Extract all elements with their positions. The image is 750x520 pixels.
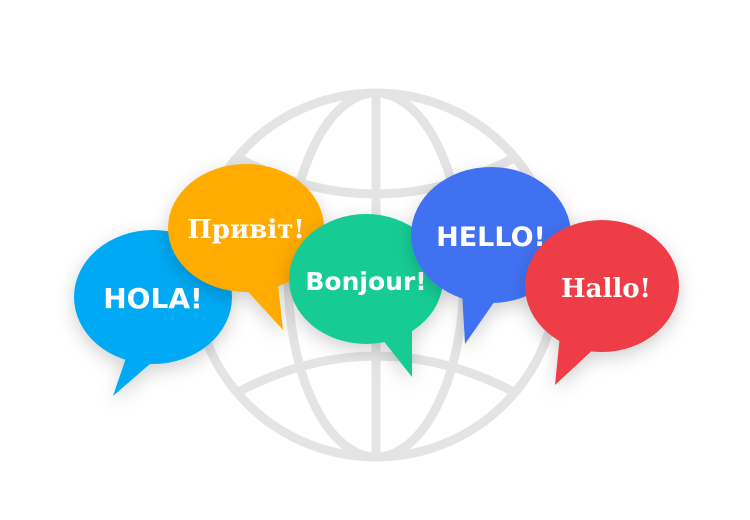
speech-bubble-hallo (525, 220, 679, 385)
greeting-hallo: Hallo! (561, 274, 651, 304)
greeting-bonjour: Bonjour! (305, 267, 426, 296)
speech-bubble-bonjour (289, 214, 443, 377)
bubble-shape-hello (462, 292, 497, 344)
bubble-body-pryvit (168, 164, 324, 292)
speech-bubble-pryvit (168, 164, 324, 330)
greeting-pryvit: Привіт! (187, 215, 304, 245)
bubble-body-bonjour (289, 214, 443, 344)
greeting-hello: HELLO! (436, 222, 546, 253)
greeting-hola: HOLA! (103, 282, 203, 315)
bubble-body-hallo (525, 220, 679, 352)
